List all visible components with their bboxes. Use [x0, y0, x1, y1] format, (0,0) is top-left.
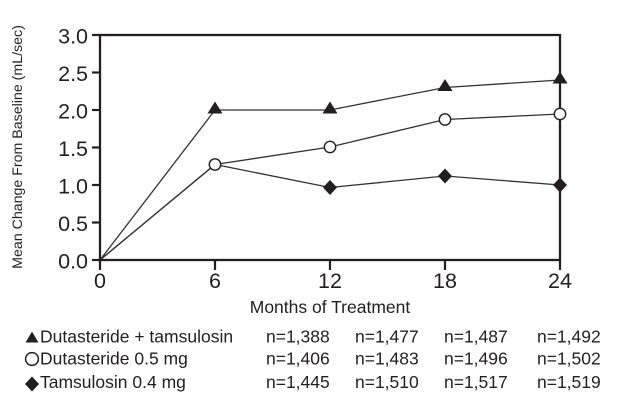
- svg-text:n=1,492: n=1,492: [537, 327, 601, 347]
- svg-text:0.5: 0.5: [58, 212, 88, 236]
- svg-text:2.0: 2.0: [58, 100, 88, 124]
- svg-text:Tamsulosin 0.4 mg: Tamsulosin 0.4 mg: [40, 372, 186, 392]
- svg-text:Dutasteride 0.5 mg: Dutasteride 0.5 mg: [40, 349, 188, 369]
- svg-text:n=1,487: n=1,487: [444, 327, 508, 347]
- svg-text:0: 0: [94, 269, 106, 293]
- svg-text:0.0: 0.0: [58, 250, 88, 274]
- svg-text:n=1,517: n=1,517: [444, 372, 508, 392]
- svg-text:n=1,483: n=1,483: [355, 349, 419, 369]
- svg-text:Months of Treatment: Months of Treatment: [250, 297, 411, 317]
- svg-text:1.5: 1.5: [58, 137, 88, 161]
- svg-text:n=1,406: n=1,406: [266, 349, 330, 369]
- svg-text:12: 12: [318, 269, 342, 293]
- svg-text:n=1,519: n=1,519: [537, 372, 601, 392]
- svg-text:n=1,496: n=1,496: [444, 349, 508, 369]
- svg-text:n=1,502: n=1,502: [537, 349, 601, 369]
- svg-text:6: 6: [209, 269, 221, 293]
- svg-text:2.5: 2.5: [58, 62, 88, 86]
- svg-text:3.0: 3.0: [58, 25, 88, 49]
- svg-text:n=1,388: n=1,388: [266, 327, 330, 347]
- svg-text:24: 24: [548, 269, 572, 293]
- svg-text:n=1,477: n=1,477: [355, 327, 419, 347]
- svg-text:Mean Change From Baseline (mL/: Mean Change From Baseline (mL/sec): [10, 25, 26, 269]
- svg-text:18: 18: [433, 269, 457, 293]
- svg-text:n=1,445: n=1,445: [266, 372, 330, 392]
- svg-text:Dutasteride + tamsulosin: Dutasteride + tamsulosin: [40, 327, 233, 347]
- svg-text:n=1,510: n=1,510: [355, 372, 419, 392]
- svg-text:1.0: 1.0: [58, 175, 88, 199]
